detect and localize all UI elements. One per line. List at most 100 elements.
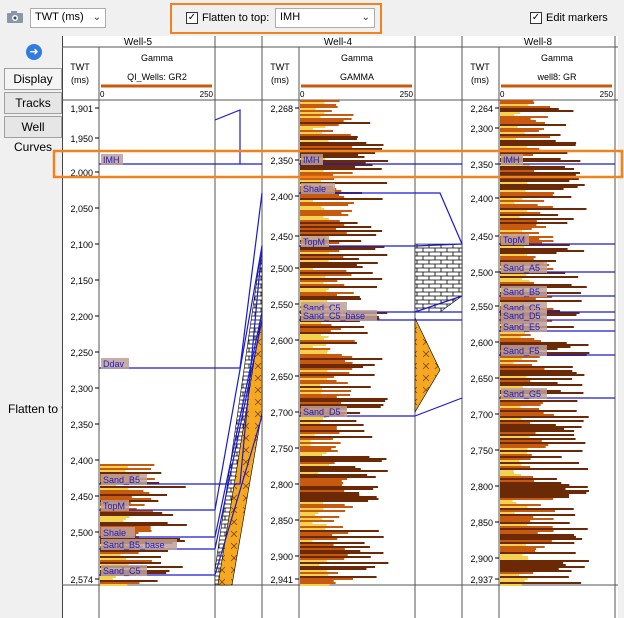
top-marker-label[interactable]: Sand_D5 <box>503 311 541 321</box>
gamma-sample <box>100 490 144 492</box>
gamma-sample <box>300 274 352 276</box>
top-marker-label[interactable]: TopM <box>303 237 325 247</box>
curve-scale-min: 0 <box>100 90 105 99</box>
gamma-sample <box>500 552 576 554</box>
gamma-sample <box>300 510 346 512</box>
gamma-sample <box>300 348 331 350</box>
gamma-sample <box>500 464 522 466</box>
depth-tick-label: 2,500 <box>270 264 293 274</box>
top-marker-label[interactable]: Sand_C5 <box>503 303 541 313</box>
gamma-sample <box>500 196 572 198</box>
top-marker-label[interactable]: Ddav <box>103 359 125 369</box>
gamma-sample <box>500 568 559 570</box>
top-marker-label[interactable]: Shale <box>303 184 326 194</box>
twt-unit-select[interactable]: TWT (ms) ⌄ <box>30 8 106 28</box>
well-name: Well-4 <box>324 37 353 48</box>
top-marker-label[interactable]: Sand_C5_base <box>303 311 365 321</box>
top-marker-label[interactable]: Sand_G5 <box>503 389 541 399</box>
tab-display[interactable]: Display <box>4 68 62 90</box>
top-marker-label[interactable]: Sand_D5 <box>303 407 341 417</box>
gamma-sample <box>500 128 545 130</box>
gamma-sample <box>500 376 527 378</box>
depth-tick-label: 2,650 <box>470 374 493 384</box>
gamma-sample <box>500 502 517 504</box>
gamma-sample <box>300 422 321 424</box>
gamma-sample <box>300 204 349 206</box>
gamma-sample <box>300 198 383 200</box>
gamma-sample <box>500 200 545 202</box>
gamma-sample <box>300 154 359 156</box>
top-marker-label[interactable]: IMH <box>503 155 520 165</box>
gamma-sample <box>300 574 329 576</box>
gamma-sample <box>100 512 163 514</box>
gamma-sample <box>300 492 360 494</box>
depth-tick-label: 2,700 <box>470 410 493 420</box>
gamma-sample <box>500 222 568 224</box>
gamma-sample <box>300 300 328 302</box>
gamma-sample <box>500 254 528 256</box>
gamma-sample <box>500 440 542 442</box>
gamma-sample <box>300 380 337 382</box>
gamma-sample <box>300 260 329 262</box>
well-name: Well-5 <box>124 37 153 48</box>
camera-icon[interactable] <box>6 10 24 24</box>
gamma-sample <box>500 208 587 210</box>
depth-tick-label: 2,400 <box>470 194 493 204</box>
gamma-sample <box>500 572 534 574</box>
gamma-sample <box>300 144 384 146</box>
top-marker-label[interactable]: Shale <box>103 528 126 538</box>
gamma-sample <box>500 540 552 542</box>
gamma-sample <box>500 114 515 116</box>
top-marker-label[interactable]: Sand_C5 <box>103 566 141 576</box>
gamma-sample <box>300 230 383 232</box>
top-marker-label[interactable]: Sand_C5 <box>303 303 341 313</box>
gamma-sample <box>300 196 345 198</box>
top-marker-label[interactable]: TopM <box>103 501 125 511</box>
correlation-sand-2 <box>414 317 441 414</box>
top-marker-label[interactable]: IMH <box>303 155 320 165</box>
top-marker-label[interactable]: Sand_E5 <box>503 322 540 332</box>
gamma-sample <box>300 212 342 214</box>
gamma-sample <box>500 534 575 536</box>
arrow-right-icon[interactable]: ➜ <box>26 44 42 60</box>
gamma-sample <box>500 358 523 360</box>
top-marker-label[interactable]: TopM <box>503 235 525 245</box>
gamma-sample <box>100 582 140 584</box>
flatten-top-select[interactable]: IMH ⌄ <box>275 8 375 28</box>
gamma-sample <box>500 580 525 582</box>
gamma-sample <box>500 410 577 412</box>
flatten-checkbox[interactable]: ✓ <box>186 12 198 24</box>
top-marker-label[interactable]: Sand_B5_base <box>103 540 165 550</box>
gamma-sample <box>300 532 349 534</box>
tab-tracks[interactable]: Tracks <box>4 92 62 114</box>
top-marker-label[interactable]: Sand_F5 <box>503 346 540 356</box>
gamma-sample <box>300 572 338 574</box>
gamma-sample <box>300 162 366 164</box>
edit-markers-checkbox[interactable]: ✓ <box>530 12 542 24</box>
curve-name: well8: GR <box>536 72 577 82</box>
gamma-sample <box>300 354 342 356</box>
top-marker-bg <box>101 154 123 165</box>
gamma-sample <box>500 300 582 302</box>
gamma-sample <box>500 258 534 260</box>
gamma-sample <box>500 554 523 556</box>
top-marker-label[interactable]: Sand_B5 <box>503 287 540 297</box>
top-marker-label[interactable]: IMH <box>103 155 120 165</box>
gamma-sample <box>500 504 541 506</box>
top-marker-label[interactable]: Sand_A5 <box>503 263 540 273</box>
tab-well-curves[interactable]: Well Curves <box>4 116 62 154</box>
gamma-sample <box>500 340 542 342</box>
gamma-sample <box>300 396 337 398</box>
gamma-sample <box>500 170 535 172</box>
gamma-sample <box>500 160 581 162</box>
gamma-sample <box>500 564 566 566</box>
correlation-line <box>214 245 263 511</box>
gamma-sample <box>500 522 570 524</box>
top-marker-label[interactable]: Sand_B5 <box>103 475 140 485</box>
gamma-sample <box>300 126 326 128</box>
gamma-sample <box>300 340 355 342</box>
depth-tick-label: 2,200 <box>70 312 93 322</box>
gamma-sample <box>500 412 544 414</box>
top-marker-bg <box>301 236 329 247</box>
depth-tick-label: 2,941 <box>270 575 293 585</box>
